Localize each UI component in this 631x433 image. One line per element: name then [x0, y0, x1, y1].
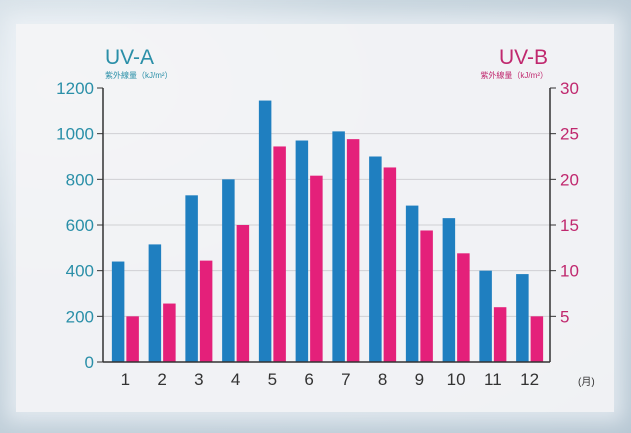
right-axis-title: UV-B — [499, 46, 548, 69]
uv-b-bar — [346, 139, 360, 362]
x-tick-label: 11 — [484, 370, 502, 389]
left-axis-title: UV-A — [105, 46, 154, 69]
uv-a-bar — [222, 179, 235, 362]
x-tick-label: 1 — [121, 370, 130, 389]
uv-b-bar — [383, 167, 397, 362]
left-tick-label: 0 — [85, 353, 94, 372]
uv-a-bar — [258, 100, 272, 362]
x-tick-label: 2 — [157, 370, 166, 389]
uv-b-bar — [126, 316, 139, 362]
uv-b-bar — [199, 260, 213, 362]
x-tick-label: 5 — [268, 370, 277, 389]
left-tick-label: 200 — [66, 307, 94, 326]
x-tick-label: 6 — [304, 370, 313, 389]
right-tick-label: 30 — [560, 79, 579, 98]
left-tick-label: 600 — [66, 216, 94, 235]
uv-a-bar — [332, 131, 345, 362]
x-tick-label: 3 — [194, 370, 203, 389]
uv-b-bar — [236, 225, 250, 362]
uv-a-bar — [295, 140, 309, 362]
left-tick-label: 1200 — [56, 79, 94, 98]
left-tick-label: 800 — [66, 170, 94, 189]
left-tick-label: 1000 — [56, 125, 94, 144]
right-tick-label: 10 — [560, 262, 579, 281]
left-tick-label: 400 — [66, 262, 94, 281]
uv-a-bar — [516, 274, 529, 362]
x-tick-label: 7 — [341, 370, 350, 389]
right-tick-label: 5 — [560, 307, 569, 326]
uv-a-bar — [148, 244, 162, 362]
x-tick-label: 10 — [447, 370, 466, 389]
x-axis-unit: (月) — [578, 376, 595, 388]
uv-a-bar — [405, 205, 419, 362]
right-axis-unit: 紫外線量（kJ/m²） — [480, 70, 548, 80]
uv-b-bar — [310, 175, 323, 362]
uv-b-bar — [530, 316, 544, 362]
uv-b-bar — [420, 230, 433, 362]
x-tick-label: 4 — [231, 370, 240, 389]
x-tick-label: 9 — [415, 370, 424, 389]
right-tick-label: 20 — [560, 170, 579, 189]
uv-b-bar — [273, 146, 286, 362]
uv-b-bar — [163, 303, 176, 362]
left-axis-unit: 紫外線量（kJ/m²） — [105, 70, 173, 80]
uv-a-bar — [479, 270, 492, 362]
uv-a-bar — [369, 156, 382, 362]
uv-a-bar — [185, 195, 198, 362]
x-tick-label: 8 — [378, 370, 387, 389]
x-tick-label: 12 — [520, 370, 539, 389]
right-tick-label: 25 — [560, 125, 579, 144]
uv-a-bar — [111, 261, 125, 362]
uv-a-bar — [442, 218, 456, 362]
right-tick-label: 15 — [560, 216, 579, 235]
uv-b-bar — [493, 307, 507, 362]
uv-b-bar — [457, 253, 470, 362]
